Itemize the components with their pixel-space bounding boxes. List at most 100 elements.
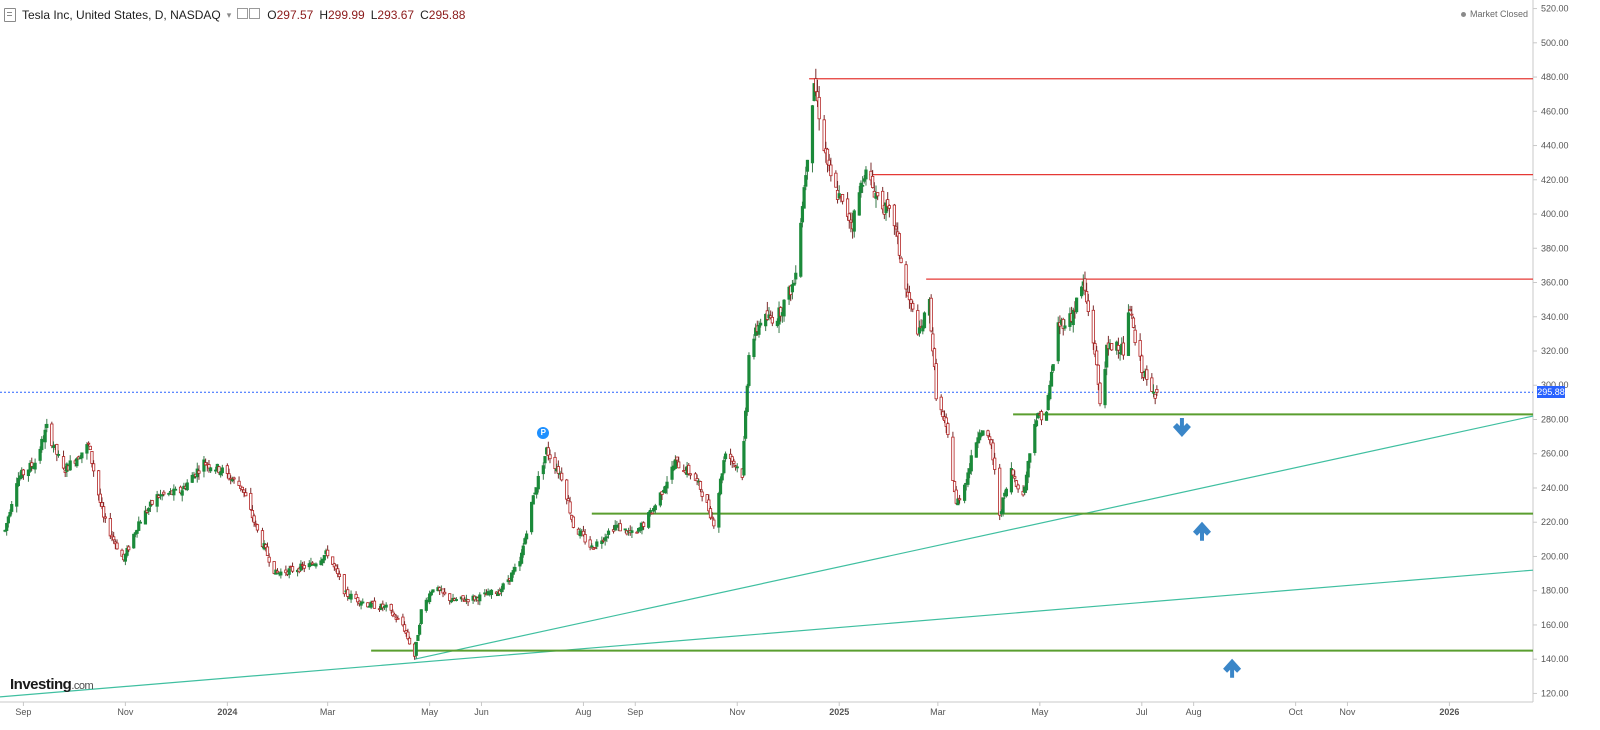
candle [941, 411, 945, 418]
candle [217, 466, 221, 474]
candle [197, 470, 201, 474]
trendline [414, 415, 1534, 660]
y-tick-label: 280.00 [1541, 414, 1569, 424]
compare-icon[interactable] [249, 8, 261, 19]
candle [804, 175, 808, 187]
candle [1048, 384, 1052, 400]
candle [864, 169, 868, 180]
candle [230, 479, 234, 482]
candle [605, 536, 609, 539]
candle [623, 528, 627, 531]
settings-icon[interactable] [237, 8, 249, 19]
candle [369, 601, 373, 608]
candle [30, 462, 34, 467]
candle [744, 410, 748, 439]
x-tick-label: 2024 [217, 707, 237, 717]
candle [946, 423, 950, 435]
x-tick-label: 2025 [829, 707, 849, 717]
candle [209, 467, 213, 472]
candle [553, 456, 557, 469]
candle [899, 257, 903, 264]
candle [834, 172, 838, 188]
candle [326, 549, 330, 557]
candle [1150, 377, 1154, 392]
status-dot-icon [1460, 11, 1466, 17]
ohlc-close: C295.88 [420, 8, 466, 22]
candle [1145, 369, 1149, 380]
x-tick-label: Jun [474, 707, 489, 717]
candle [138, 521, 143, 524]
candle [5, 522, 9, 531]
candle [331, 556, 335, 565]
candle [103, 516, 107, 519]
candle [590, 545, 594, 548]
toolbar-icons[interactable] [237, 8, 261, 22]
candle [15, 483, 19, 507]
candle [525, 533, 529, 540]
candle [466, 599, 470, 603]
candle [1049, 371, 1054, 387]
market-status-label: Market Closed [1469, 9, 1528, 19]
candle [966, 472, 970, 485]
last-price-tag: 295.88 [1537, 386, 1565, 399]
candle [290, 566, 295, 572]
candle [897, 233, 902, 256]
candle [1155, 389, 1159, 393]
event-marker[interactable]: P [537, 427, 550, 440]
candle [800, 206, 805, 223]
candle [1046, 395, 1050, 411]
candle [606, 530, 611, 535]
arrow-up-icon [1223, 658, 1242, 678]
brand-name: Investing [10, 676, 72, 693]
candle [677, 461, 681, 469]
candle [742, 441, 746, 476]
chart-title[interactable]: Tesla Inc, United States, D, NASDAQ [22, 8, 221, 22]
candle [143, 510, 148, 525]
candle [991, 442, 995, 461]
candle [260, 530, 265, 548]
candle [21, 469, 26, 476]
candle [911, 302, 915, 310]
candle [805, 159, 810, 172]
candle [932, 348, 937, 367]
candle [6, 516, 10, 524]
candle [695, 478, 699, 482]
candle [939, 396, 943, 411]
candle [90, 451, 94, 464]
candle [1138, 340, 1142, 357]
candle [969, 455, 973, 472]
candle [650, 512, 654, 515]
candle [523, 538, 527, 545]
candle [513, 567, 517, 572]
candle [237, 480, 241, 486]
market-status: Market Closed [1460, 9, 1528, 19]
chevron-down-icon[interactable]: ▾ [226, 9, 232, 20]
candle [951, 436, 955, 481]
candle [123, 554, 127, 562]
candle [700, 491, 704, 497]
candle [173, 488, 178, 491]
candle [857, 192, 861, 216]
y-tick-label: 400.00 [1541, 209, 1569, 219]
candle [712, 519, 716, 527]
candle [402, 624, 407, 632]
candles-group [3, 68, 1159, 660]
candle [759, 322, 763, 326]
candle [389, 604, 393, 611]
candle [1039, 411, 1044, 421]
candle [1014, 480, 1019, 487]
candle [392, 613, 397, 617]
candle [1151, 391, 1156, 394]
candle [190, 474, 194, 483]
brand-logo[interactable]: Investing.com [10, 676, 94, 693]
candle [1131, 317, 1136, 328]
candle [963, 484, 967, 501]
candle [1105, 344, 1109, 368]
candle [112, 536, 116, 541]
candle [220, 467, 224, 474]
candle [1001, 497, 1005, 514]
candle [998, 467, 1002, 516]
candle [747, 355, 751, 386]
